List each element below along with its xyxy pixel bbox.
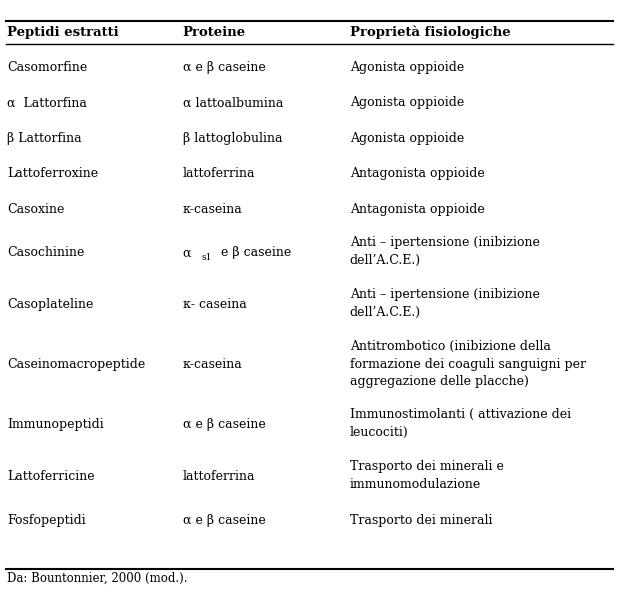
Text: Antitrombotico (inibizione della: Antitrombotico (inibizione della (350, 340, 551, 353)
Text: β Lattorfina: β Lattorfina (7, 132, 82, 145)
Text: lattoferrina: lattoferrina (183, 470, 255, 483)
Text: Anti – ipertensione (inibizione: Anti – ipertensione (inibizione (350, 288, 540, 301)
Text: Da: Bountonnier, 2000 (mod.).: Da: Bountonnier, 2000 (mod.). (7, 571, 188, 584)
Text: dell’A.C.E.): dell’A.C.E.) (350, 254, 421, 267)
Text: Agonista oppioide: Agonista oppioide (350, 96, 464, 109)
Text: Trasporto dei minerali: Trasporto dei minerali (350, 514, 492, 527)
Text: α  Lattorfina: α Lattorfina (7, 96, 87, 109)
Text: α: α (183, 246, 195, 259)
Text: Antagonista oppioide: Antagonista oppioide (350, 203, 485, 216)
Text: lattoferrina: lattoferrina (183, 167, 255, 180)
Text: Peptidi estratti: Peptidi estratti (7, 26, 119, 39)
Text: Casomorfine: Casomorfine (7, 61, 88, 74)
Text: α e β caseine: α e β caseine (183, 514, 266, 527)
Text: Antagonista oppioide: Antagonista oppioide (350, 167, 485, 180)
Text: immunomodulazione: immunomodulazione (350, 478, 481, 491)
Text: Anti – ipertensione (inibizione: Anti – ipertensione (inibizione (350, 236, 540, 249)
Text: Proteine: Proteine (183, 26, 246, 39)
Text: κ- caseina: κ- caseina (183, 298, 246, 311)
Text: leucociti): leucociti) (350, 426, 409, 439)
Text: Immunostimolanti ( attivazione dei: Immunostimolanti ( attivazione dei (350, 408, 571, 421)
Text: Casochinine: Casochinine (7, 246, 85, 259)
Text: Fosfopeptidi: Fosfopeptidi (7, 514, 86, 527)
Text: κ-caseina: κ-caseina (183, 203, 243, 216)
Text: e β caseine: e β caseine (217, 246, 291, 259)
Text: Lattoferroxine: Lattoferroxine (7, 167, 98, 180)
Text: Lattoferricine: Lattoferricine (7, 470, 95, 483)
Text: formazione dei coaguli sanguigni per: formazione dei coaguli sanguigni per (350, 358, 586, 371)
Text: Agonista oppioide: Agonista oppioide (350, 61, 464, 74)
Text: Casoplateline: Casoplateline (7, 298, 94, 311)
Text: α lattoalbumina: α lattoalbumina (183, 96, 283, 109)
Text: Agonista oppioide: Agonista oppioide (350, 132, 464, 145)
Text: s1: s1 (201, 253, 212, 262)
Text: α e β caseine: α e β caseine (183, 418, 266, 431)
Text: Casoxine: Casoxine (7, 203, 65, 216)
Text: Caseinomacropeptide: Caseinomacropeptide (7, 359, 145, 371)
Text: α e β caseine: α e β caseine (183, 61, 266, 74)
Text: Immunopeptidi: Immunopeptidi (7, 418, 104, 431)
Text: κ-caseina: κ-caseina (183, 359, 243, 371)
Text: Trasporto dei minerali e: Trasporto dei minerali e (350, 460, 504, 473)
Text: β lattoglobulina: β lattoglobulina (183, 132, 282, 145)
Text: aggregazione delle placche): aggregazione delle placche) (350, 375, 529, 388)
Text: dell’A.C.E.): dell’A.C.E.) (350, 306, 421, 319)
Text: Proprietà fisiologiche: Proprietà fisiologiche (350, 26, 510, 39)
